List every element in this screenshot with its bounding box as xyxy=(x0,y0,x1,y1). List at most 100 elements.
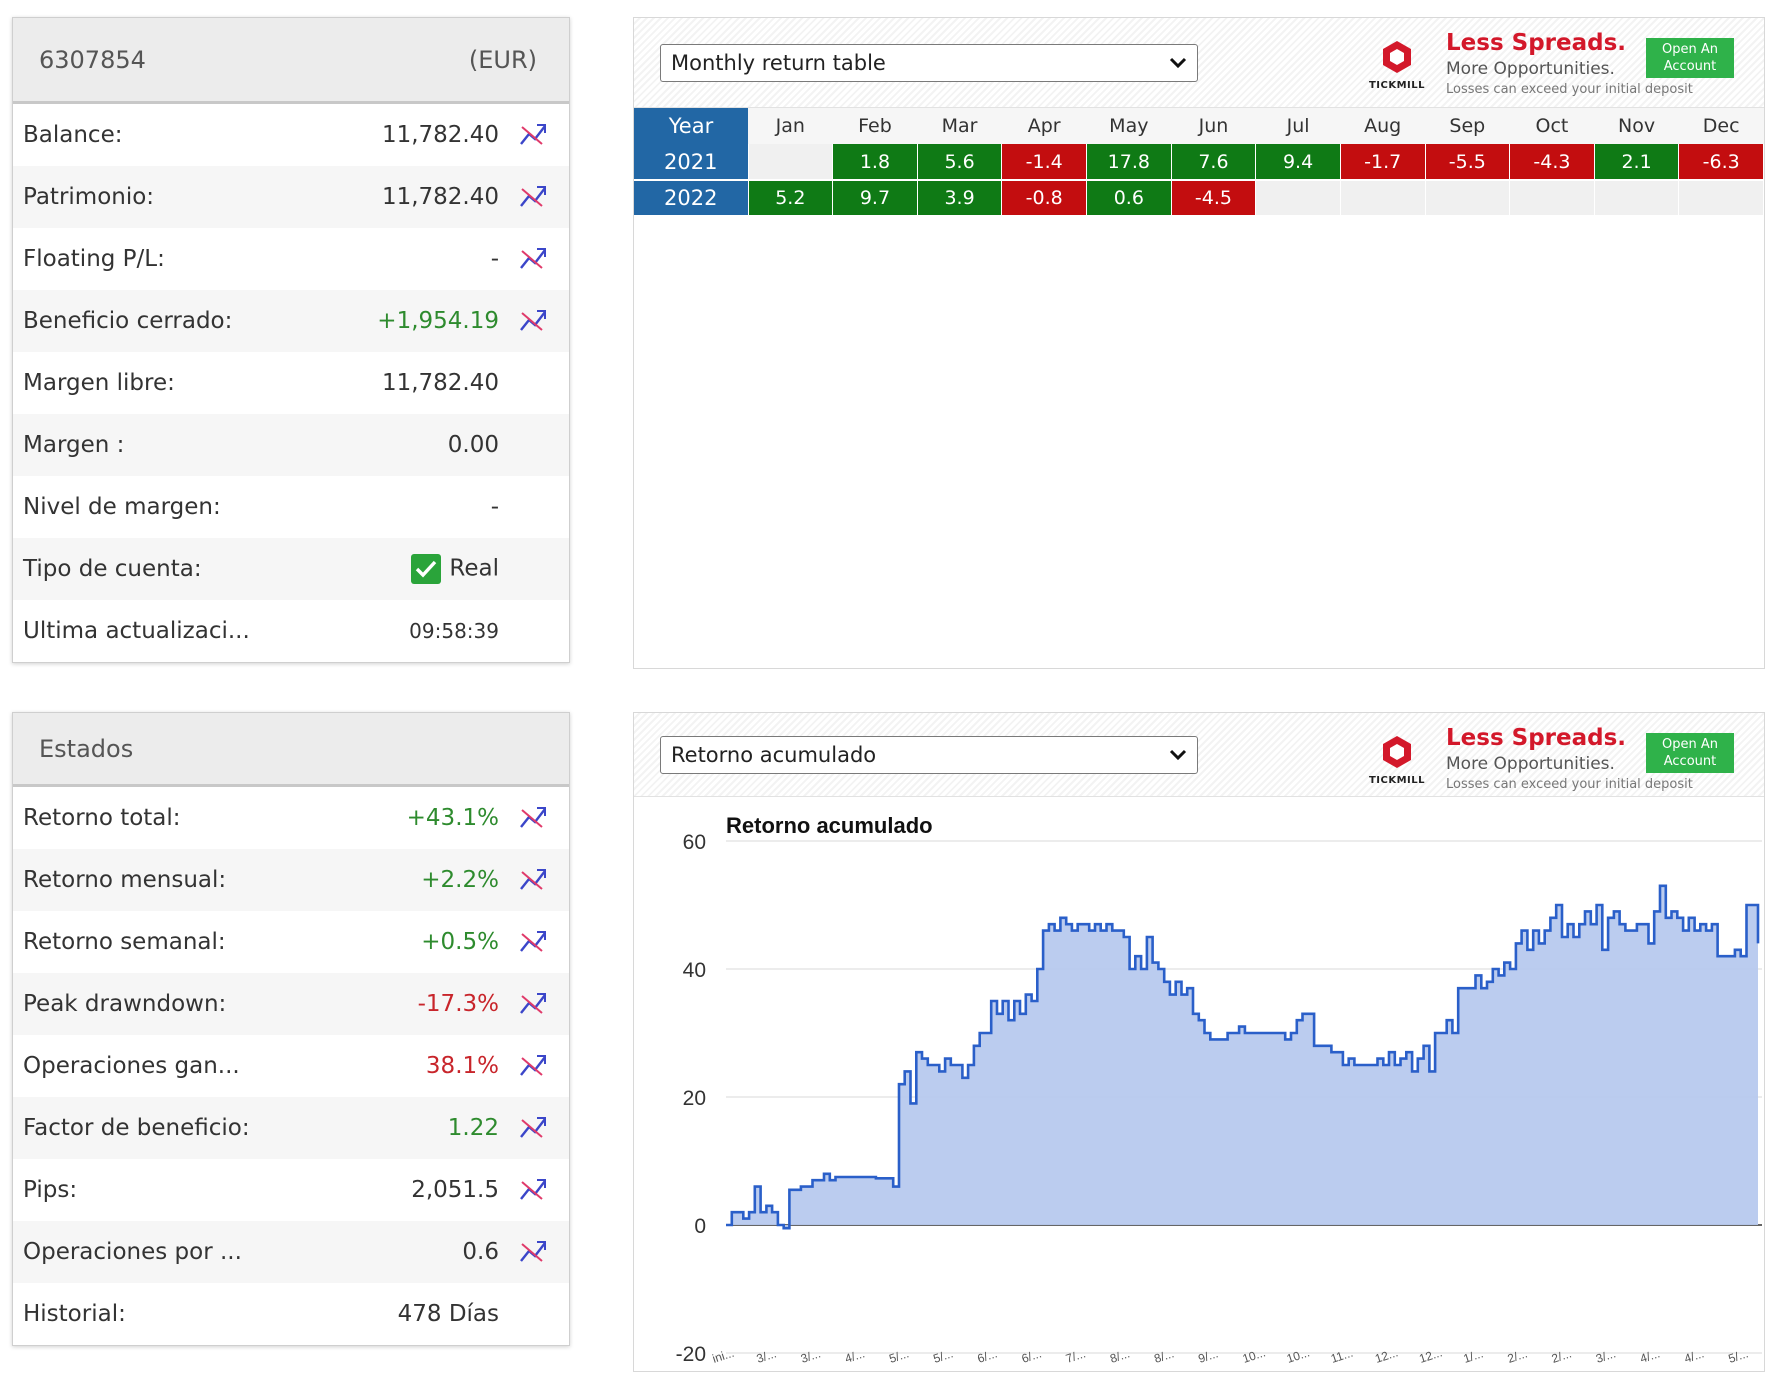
ad-headline: Less Spreads. xyxy=(1446,30,1627,56)
info-row: Pips: 2,051.5 xyxy=(13,1159,569,1221)
y-tick-label: 60 xyxy=(683,831,706,854)
info-row-label: Factor de beneficio: xyxy=(23,1115,250,1141)
open-account-line2: Account xyxy=(1663,59,1717,74)
chart-link-icon[interactable] xyxy=(509,119,557,151)
month-return-cell: 9.7 xyxy=(832,180,918,217)
info-row-label: Margen libre: xyxy=(23,370,175,396)
stats-panel-header: Estados xyxy=(13,713,569,787)
x-tick-label: 6/... xyxy=(976,1346,999,1365)
chart-link-icon[interactable] xyxy=(509,181,557,213)
info-row: Retorno total: +43.1% xyxy=(13,787,569,849)
account-panel-header: 6307854 (EUR) xyxy=(13,18,569,104)
chart-link-icon[interactable] xyxy=(509,1236,557,1268)
info-row-label: Retorno semanal: xyxy=(23,929,226,955)
open-account-button[interactable]: Open An Account xyxy=(1646,38,1734,78)
month-return-cell: 5.6 xyxy=(917,144,1003,181)
x-tick-label: 11... xyxy=(1329,1346,1355,1366)
account-rows: Balance: 11,782.40 Patrimonio: 11,782.40 Flo… xyxy=(13,104,569,662)
chart-link-icon[interactable] xyxy=(509,243,557,275)
ad-disclaimer: Losses can exceed your initial deposit xyxy=(1446,82,1693,97)
x-tick-label: 3/... xyxy=(799,1346,822,1365)
year-cell: 2022 xyxy=(634,180,749,217)
month-return-cell xyxy=(1594,180,1680,217)
year-cell: 2021 xyxy=(634,144,749,181)
chart-link-icon[interactable] xyxy=(509,1050,557,1082)
y-tick-label: 0 xyxy=(694,1215,706,1238)
checkmark-icon xyxy=(411,554,442,584)
month-return-cell xyxy=(1255,180,1341,217)
x-tick-label: 5/... xyxy=(887,1346,910,1365)
x-tick-label: 5/... xyxy=(931,1346,954,1365)
info-row: Tipo de cuenta: Real xyxy=(13,538,569,600)
x-tick-label: 8/... xyxy=(1108,1346,1131,1365)
info-row-value: - xyxy=(490,494,499,520)
monthly-table-row: 2022 5.2 9.7 3.9 -0.8 0.6 -4.5 xyxy=(634,180,1764,217)
x-tick-label: ini... xyxy=(711,1346,736,1366)
account-currency: (EUR) xyxy=(468,45,537,74)
month-return-cell: 17.8 xyxy=(1086,144,1172,181)
info-row-label: Operaciones gan... xyxy=(23,1053,240,1079)
info-row: Beneficio cerrado: +1,954.19 xyxy=(13,290,569,352)
month-return-cell: 7.6 xyxy=(1171,144,1257,181)
info-row-value: 1.22 xyxy=(447,1115,499,1141)
month-return-cell: -0.8 xyxy=(1001,180,1087,217)
chart-link-icon[interactable] xyxy=(509,864,557,896)
info-row-value: 11,782.40 xyxy=(381,184,499,210)
chart-link-icon[interactable] xyxy=(509,1112,557,1144)
cumulative-return-chart: Retorno acumulado -20 0 20 40 60 ini... 3/... 3/… xyxy=(634,797,1764,1371)
info-row-value: -17.3% xyxy=(417,991,499,1017)
chart-link-icon[interactable] xyxy=(509,1174,557,1206)
chart-title: Retorno acumulado xyxy=(726,813,933,838)
info-row: Historial: 478 Días xyxy=(13,1283,569,1345)
month-return-cell: -4.5 xyxy=(1171,180,1257,217)
widget-type-select[interactable]: Monthly return table xyxy=(660,43,1198,82)
account-panel: 6307854 (EUR) Balance: 11,782.40 Patrimoni… xyxy=(12,17,570,663)
info-row-value: +0.5% xyxy=(421,929,499,955)
chart-type-select[interactable]: Retorno acumulado xyxy=(660,735,1198,774)
chevron-down-icon xyxy=(1169,749,1187,760)
chart-link-icon[interactable] xyxy=(509,802,557,834)
chart-link-icon[interactable] xyxy=(509,305,557,337)
chart-canvas: Retorno acumulado -20 0 20 40 60 ini... 3/... 3/… xyxy=(676,813,1762,1366)
chart-link-icon[interactable] xyxy=(509,926,557,958)
info-row-label: Pips: xyxy=(23,1177,78,1203)
info-row-label: Tipo de cuenta: xyxy=(23,556,202,582)
info-row-value: 11,782.40 xyxy=(381,122,499,148)
info-row-value: 11,782.40 xyxy=(381,370,499,396)
month-column-header: Jan xyxy=(748,108,833,144)
month-column-header: Mar xyxy=(917,108,1002,144)
account-type-text: Real xyxy=(449,555,499,582)
info-row: Margen libre: 11,782.40 xyxy=(13,352,569,414)
stats-title: Estados xyxy=(39,734,134,763)
month-column-header: Dec xyxy=(1678,108,1764,144)
tickmill-ad[interactable]: TICKMILL Less Spreads. More Opportunities.… xyxy=(1364,721,1734,795)
month-return-cell: 0.6 xyxy=(1086,180,1172,217)
month-return-cell xyxy=(1425,180,1511,217)
open-account-line2: Account xyxy=(1663,754,1717,769)
stats-rows: Retorno total: +43.1% Retorno mensual: +2.2… xyxy=(13,787,569,1345)
info-row-label: Historial: xyxy=(23,1301,126,1327)
tickmill-ad[interactable]: TICKMILL Less Spreads. More Opportunities.… xyxy=(1364,26,1734,100)
x-tick-label: 6/... xyxy=(1020,1346,1043,1365)
info-row-value: +43.1% xyxy=(406,805,499,831)
month-column-header: Jun xyxy=(1171,108,1256,144)
info-row: Patrimonio: 11,782.40 xyxy=(13,166,569,228)
x-tick-label: 5/... xyxy=(1727,1346,1750,1365)
info-row-label: Balance: xyxy=(23,122,123,148)
info-row-value: 09:58:39 xyxy=(409,619,499,643)
month-return-cell: -1.7 xyxy=(1340,144,1426,181)
month-return-cell: 1.8 xyxy=(832,144,918,181)
month-return-cell xyxy=(1678,180,1764,217)
x-tick-label: 3/... xyxy=(1594,1346,1617,1365)
open-account-button[interactable]: Open An Account xyxy=(1646,733,1734,773)
x-tick-label: 4/... xyxy=(1638,1346,1661,1365)
month-return-cell: -4.3 xyxy=(1509,144,1595,181)
x-tick-label: 2/... xyxy=(1550,1346,1573,1365)
tickmill-logo: TICKMILL xyxy=(1364,735,1430,786)
month-column-header: Feb xyxy=(832,108,918,144)
chart-link-icon[interactable] xyxy=(509,988,557,1020)
month-return-cell: 3.9 xyxy=(917,180,1003,217)
widget-type-select-value: Monthly return table xyxy=(671,50,886,75)
account-id: 6307854 xyxy=(39,45,146,74)
info-row-value: 2,051.5 xyxy=(411,1177,499,1203)
